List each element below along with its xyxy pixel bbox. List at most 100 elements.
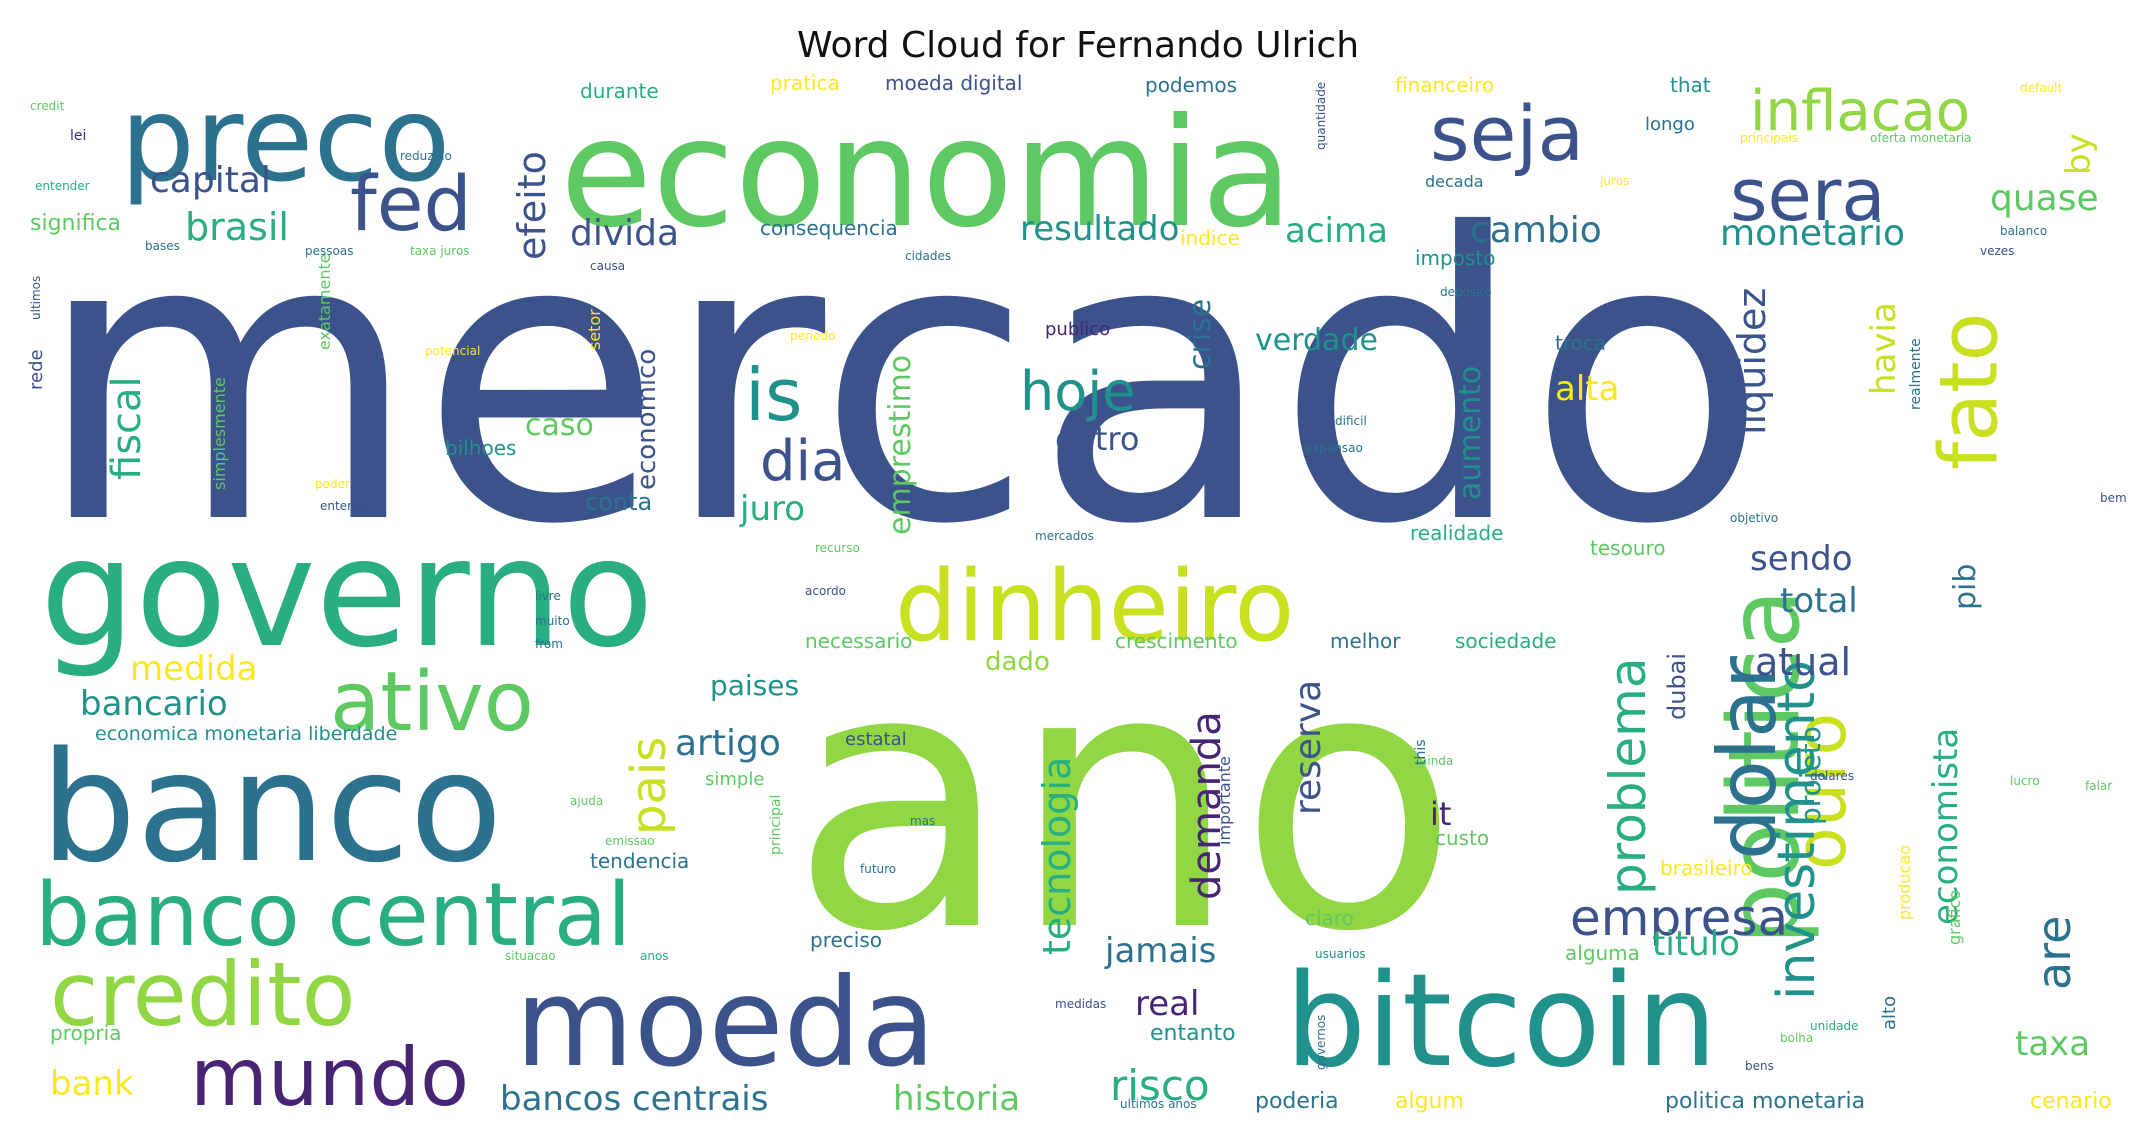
word-real: real — [1135, 984, 1199, 1024]
word-verdade: verdade — [1255, 323, 1378, 358]
word-lei: lei — [70, 128, 86, 144]
word-projeto: projeto — [1794, 726, 1827, 825]
word-causa: causa — [590, 259, 625, 273]
word-capital: capital — [150, 160, 271, 201]
word-medidas: medidas — [1055, 997, 1106, 1011]
word-melhor: melhor — [1330, 629, 1401, 653]
word-tesouro: tesouro — [1590, 536, 1666, 560]
word-bancos-centrais: bancos centrais — [500, 1079, 768, 1119]
word-ultimos: ultimos — [29, 276, 43, 320]
word-juro: juro — [739, 489, 805, 529]
word-ativo: ativo — [330, 655, 534, 750]
word-bilhoes: bilhoes — [445, 436, 516, 460]
word-mercados: mercados — [1035, 529, 1094, 543]
word-tecnologia: tecnologia — [1035, 757, 1079, 955]
word-governos: governos — [1314, 1015, 1328, 1070]
word-producao: producao — [1895, 845, 1914, 920]
word-alta: alta — [1555, 369, 1619, 409]
word-importante: importante — [1215, 756, 1234, 845]
word-podemos: podemos — [1145, 73, 1237, 97]
word-reduzido: reduzido — [400, 149, 452, 163]
word-claro: claro — [1305, 906, 1354, 930]
word-credito: credito — [50, 943, 355, 1046]
word-quase: quase — [1990, 178, 2099, 219]
word-titulo: titulo — [1652, 924, 1740, 964]
word-quantidade: quantidade — [1314, 82, 1328, 150]
word-dia: dia — [760, 429, 845, 494]
word-inflacao: inflacao — [1750, 79, 1970, 144]
word-reserva: reserva — [1288, 680, 1329, 815]
word-bitcoin: bitcoin — [1285, 947, 1717, 1096]
word-brasil: brasil — [185, 205, 289, 249]
word-falar: falar — [2085, 779, 2112, 793]
word-entender: entender — [35, 179, 90, 193]
word-longo: longo — [1645, 114, 1695, 135]
word-crescimento: crescimento — [1115, 629, 1238, 653]
word-outro: outro — [1055, 420, 1139, 458]
word-muito: muito — [535, 614, 570, 628]
word-this: this — [1413, 739, 1429, 765]
word-principais: principais — [1740, 131, 1798, 145]
word-moeda: moeda — [515, 952, 936, 1094]
word-preco: preco — [120, 70, 451, 208]
word-mundo: mundo — [190, 1031, 469, 1124]
word-exatamente: exatamente — [315, 253, 334, 350]
word-simplesmente: simplesmente — [210, 377, 229, 490]
word-deposito: deposito — [1440, 285, 1492, 299]
word-entanto: entanto — [1150, 1021, 1236, 1046]
word-hoje: hoje — [1020, 360, 1136, 423]
word-problema: problema — [1599, 657, 1657, 895]
word-principal: principal — [768, 795, 784, 855]
word-that: that — [1670, 73, 1711, 97]
word-preciso: preciso — [810, 928, 882, 952]
word-mercado: mercado — [35, 151, 1768, 611]
word-financeiro: financeiro — [1395, 73, 1494, 97]
word-indice: indice — [1180, 226, 1240, 250]
word-total: total — [1780, 581, 1858, 621]
word-expansao: expansao — [1305, 441, 1363, 455]
word-juros: juros — [1599, 174, 1629, 188]
word-aumento: aumento — [1453, 366, 1488, 500]
word-sociedade: sociedade — [1455, 629, 1556, 653]
word-politica-monetaria: politica monetaria — [1665, 1089, 1865, 1114]
word-bank: bank — [50, 1064, 134, 1104]
word-seja: seja — [1430, 89, 1584, 178]
word-necessario: necessario — [805, 629, 912, 653]
word-pratica: pratica — [770, 71, 840, 95]
word-fato: fato — [1923, 313, 2016, 471]
word-cidades: cidades — [905, 249, 951, 263]
word-grafico: grafico — [1945, 890, 1964, 945]
word-tendencia: tendencia — [590, 849, 689, 873]
word-banco-central: banco central — [35, 864, 631, 966]
word-paises: paises — [710, 669, 799, 702]
word-dolares: dolares — [1810, 769, 1854, 783]
word-bancario: bancario — [80, 684, 228, 724]
word-economia: economia — [560, 87, 1293, 261]
word-risco: risco — [1110, 1061, 1210, 1110]
word-default: default — [2020, 81, 2063, 95]
word-vezes: vezes — [1980, 244, 2014, 258]
word-fed: fed — [350, 159, 472, 248]
word-alto: alto — [1879, 996, 1900, 1030]
word-efeito: efeito — [510, 151, 554, 260]
word-bem: bem — [2100, 491, 2127, 505]
word-fiscal: fiscal — [104, 376, 150, 480]
word-situacao: situacao — [505, 949, 556, 963]
word-objetivo: objetivo — [1730, 511, 1778, 525]
word-anos: anos — [640, 949, 669, 963]
word-significa: significa — [30, 211, 121, 236]
word-sendo: sendo — [1750, 539, 1853, 579]
word-resultado: resultado — [1020, 209, 1179, 249]
word-caso: caso — [525, 408, 594, 443]
word-emprestimo: emprestimo — [883, 355, 918, 535]
word-economica-monetaria-liberdade: economica monetaria liberdade — [95, 723, 397, 745]
word-entendem: entendem — [320, 499, 381, 513]
word-unidade: unidade — [1810, 1019, 1859, 1033]
word-setor: setor — [585, 309, 604, 350]
word-durante: durante — [580, 79, 659, 103]
word-dificil: dificil — [1335, 414, 1367, 428]
word-cambio: cambio — [1470, 210, 1602, 251]
word-are: are — [2027, 916, 2081, 990]
word-estatal: estatal — [845, 729, 907, 750]
word-dado: dado — [985, 647, 1050, 677]
